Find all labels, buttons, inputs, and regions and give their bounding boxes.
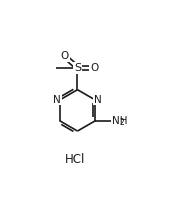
Text: O: O <box>61 51 69 61</box>
Text: N: N <box>94 95 102 105</box>
Text: 2: 2 <box>120 118 125 127</box>
Text: HCl: HCl <box>65 153 85 166</box>
Text: S: S <box>74 63 81 73</box>
Text: NH: NH <box>112 116 128 126</box>
Text: O: O <box>90 63 98 73</box>
Text: N: N <box>53 95 61 105</box>
